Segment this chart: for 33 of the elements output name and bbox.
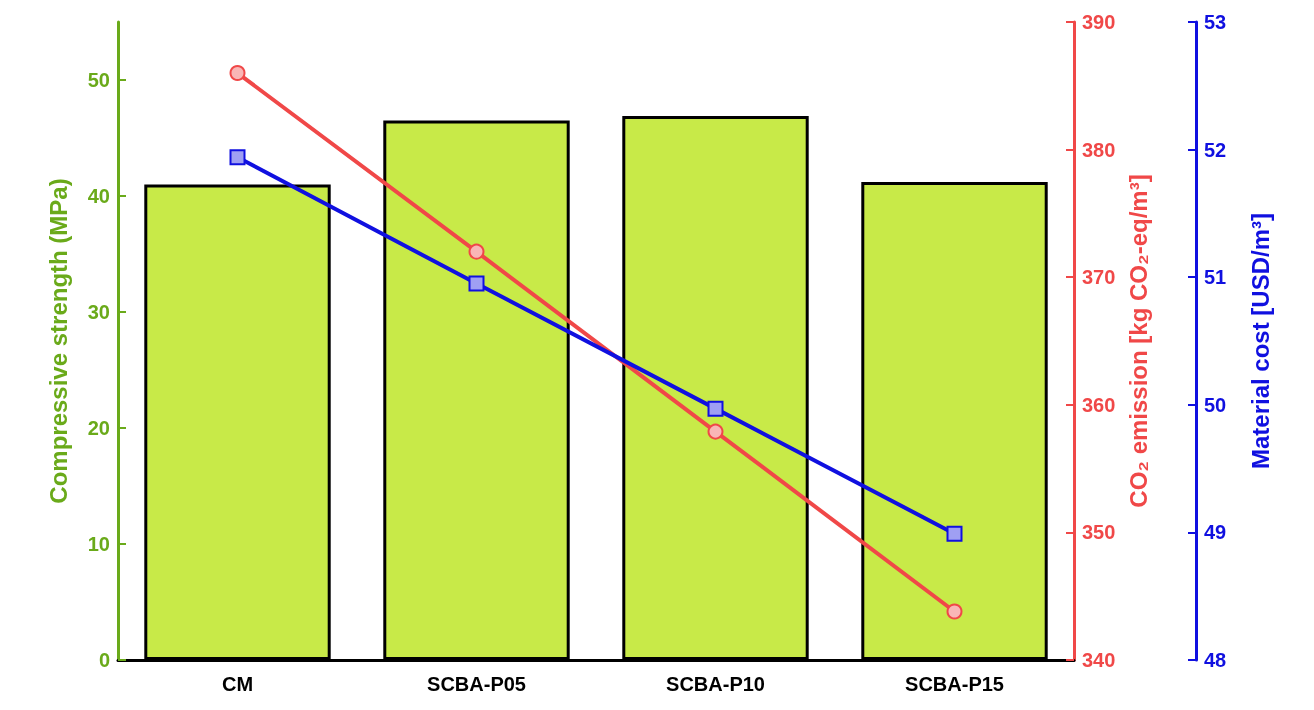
- point: [946, 525, 963, 542]
- y2-tick-label: 350: [1082, 521, 1116, 544]
- point: [229, 149, 246, 166]
- y-axis-title: Compressive strength (MPa): [44, 178, 72, 504]
- y-tick-label: 0: [98, 649, 110, 671]
- y2-tick-label: 340: [1082, 649, 1116, 671]
- x-tick-label: CM: [221, 673, 254, 695]
- x-tick-label: SCBA-P05: [427, 673, 526, 695]
- point: [229, 65, 246, 82]
- point: [707, 423, 724, 440]
- point: [707, 400, 724, 417]
- y-tick-label: 40: [87, 185, 110, 207]
- y3-axis-title: Material cost [USD/m³]: [1246, 212, 1274, 470]
- y3-tick-label: 50: [1204, 393, 1227, 416]
- y2-tick-label: 390: [1082, 11, 1116, 33]
- y3-tick-label: 51: [1204, 266, 1227, 289]
- y-tick-label: 50: [87, 69, 110, 91]
- y3-tick-label: 52: [1204, 138, 1227, 161]
- y3-tick-label: 48: [1204, 649, 1227, 671]
- y-tick-label: 30: [87, 301, 110, 323]
- y2-tick-label: 370: [1082, 266, 1116, 289]
- y3-tick-label: 53: [1204, 11, 1227, 33]
- y2-tick-label: 380: [1082, 138, 1116, 161]
- point: [468, 275, 485, 292]
- x-tick-label: SCBA-P10: [666, 673, 765, 695]
- y-tick-label: 10: [87, 533, 110, 555]
- y3-tick-label: 49: [1204, 521, 1227, 544]
- x-tick-label: SCBA-P15: [905, 673, 1004, 695]
- point: [468, 243, 485, 260]
- y-tick-label: 20: [87, 417, 110, 439]
- point: [946, 603, 963, 620]
- y2-axis-title: CO₂ emission [kg CO₂-eq/m³]: [1124, 174, 1152, 508]
- y2-tick-label: 360: [1082, 393, 1116, 416]
